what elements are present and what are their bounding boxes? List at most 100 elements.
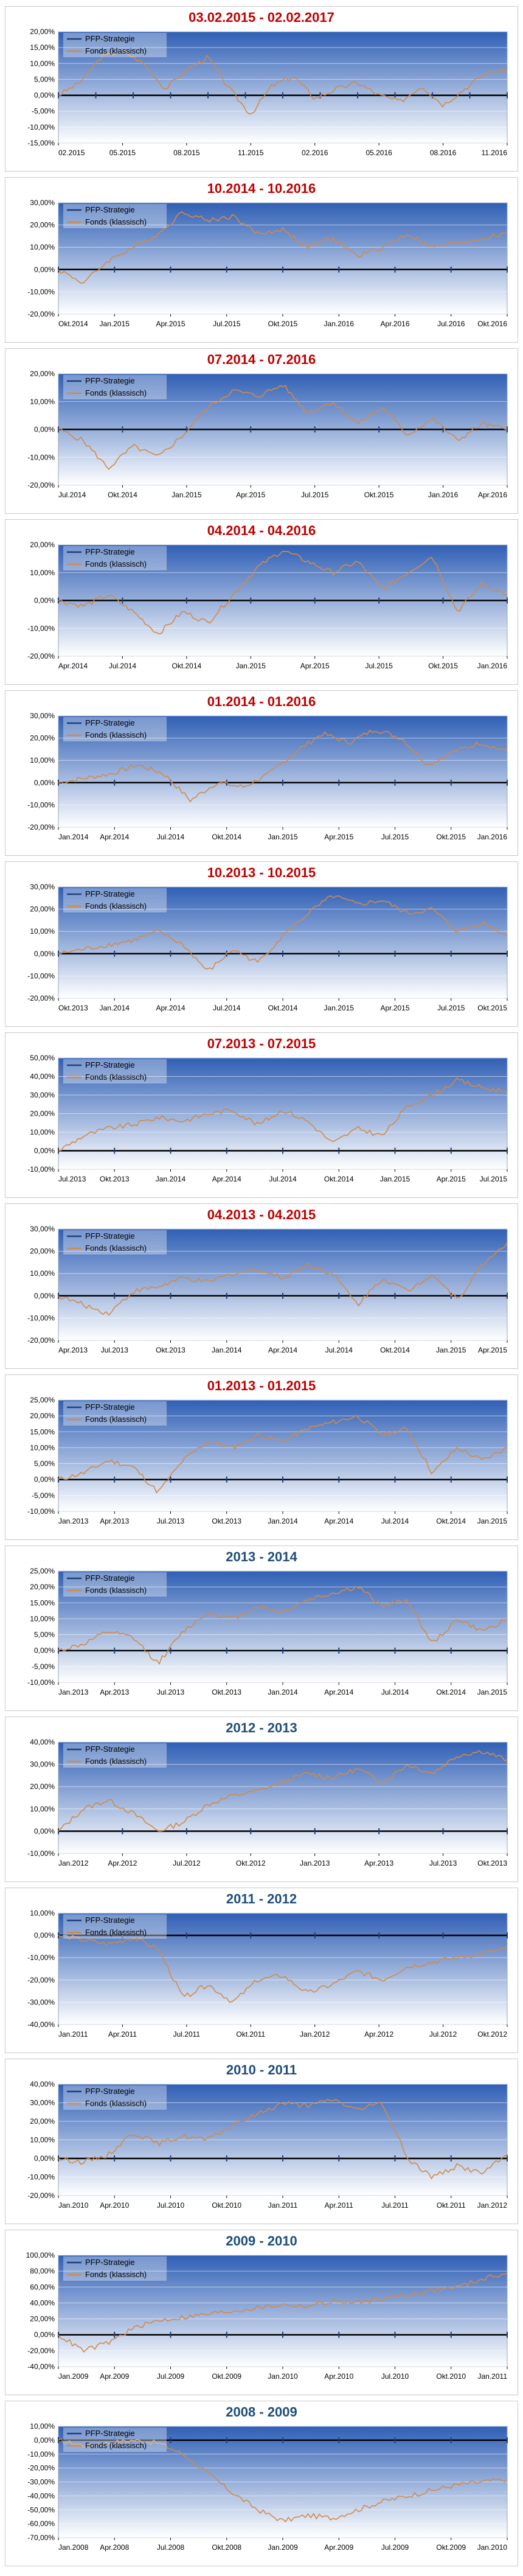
x-tick-label: Apr.2012 [108, 1859, 137, 1867]
x-tick-label: Apr.2012 [364, 2030, 393, 2039]
y-tick-label: 80,00% [30, 2267, 55, 2275]
y-tick-label: -5,00% [32, 1491, 55, 1500]
y-tick-label: 40,00% [30, 1073, 55, 1081]
x-tick-label: Jul.2014 [269, 1175, 297, 1183]
x-tick-label: Okt.2013 [156, 1346, 185, 1354]
line-chart: 25,00% 20,00% 15,00% 10,00% 5,00% 0,00% -5,00%… [27, 1567, 508, 1696]
legend-pfp-label: PFP-Strategie [85, 889, 135, 898]
x-tick-label: Jul.2016 [437, 320, 465, 328]
x-tick-label: Okt.2014 [58, 320, 88, 328]
x-tick-label: Okt.2015 [477, 1004, 507, 1012]
chart-panel: 10.2014 - 10.2016 30,00% 20,00% 10,00% 0,00%… [5, 177, 518, 343]
x-tick-label: Jan.2016 [477, 833, 508, 841]
y-tick-label: 20,00% [30, 905, 55, 914]
x-tick-label: Jan.2009 [268, 2543, 298, 2552]
y-tick-label: -20,00% [27, 2191, 55, 2200]
y-tick-label: -10,00% [27, 624, 55, 632]
y-tick-label: 10,00% [30, 756, 55, 765]
x-tick-label: Jan.2012 [300, 2030, 330, 2039]
line-chart: 50,00% 40,00% 30,00% 20,00% 10,00% 0,00% -10,0… [27, 1054, 508, 1183]
x-tick-label: Jul.2014 [213, 1004, 241, 1012]
line-chart: 10,00% 0,00% -10,00% -20,00% -30,00% -40,00% -… [27, 2422, 508, 2552]
x-tick-label: Jul.2011 [173, 2030, 201, 2039]
y-tick-label: -10,00% [27, 287, 55, 296]
legend: PFP-Strategie Fonds (klassisch) [63, 1230, 167, 1255]
plot-area [58, 886, 508, 999]
chart-title: 04.2013 - 04.2015 [207, 1207, 316, 1222]
legend-fonds-label: Fonds (klassisch) [85, 46, 147, 55]
chart-title: 2013 - 2014 [226, 1549, 297, 1564]
plot-area [58, 1741, 508, 1854]
x-tick-label: Apr.2015 [380, 1004, 409, 1012]
legend: PFP-Strategie Fonds (klassisch) [63, 2256, 167, 2281]
y-tick-label: 20,00% [30, 1247, 55, 1256]
y-tick-label: 30,00% [30, 1091, 55, 1099]
fonds-klassisch-line [58, 49, 508, 115]
legend-fonds-label: Fonds (klassisch) [85, 1586, 147, 1595]
x-tick-label: Apr.2014 [268, 1346, 297, 1354]
y-tick-label: -10,00% [27, 1314, 55, 1322]
y-tick-label: 40,00% [30, 1738, 55, 1746]
legend: PFP-Strategie Fonds (klassisch) [63, 2085, 167, 2110]
x-tick-label: Jul.2013 [157, 1517, 185, 1525]
fonds-klassisch-line [58, 385, 508, 471]
y-tick-label: 0,00% [34, 2154, 55, 2163]
y-tick-label: 20,00% [30, 221, 55, 229]
y-tick-label: 10,00% [30, 1614, 55, 1623]
x-tick-label: Jan.2015 [100, 320, 130, 328]
y-tick-label: -30,00% [27, 1998, 55, 2006]
y-tick-label: 15,00% [30, 1598, 55, 1607]
legend-box [63, 1914, 167, 1939]
y-tick-label: -20,00% [27, 2464, 55, 2473]
y-tick-label: -15,00% [27, 139, 55, 147]
y-tick-label: -10,00% [27, 1849, 55, 1858]
x-tick-label: Okt.2010 [212, 2201, 241, 2210]
chart-panel: 07.2013 - 07.2015 50,00% 40,00% 30,00% 20,00… [5, 1032, 518, 1198]
y-tick-label: 20,00% [30, 541, 55, 549]
x-tick-label: Okt.2014 [436, 1688, 466, 1696]
y-tick-label: 0,00% [34, 597, 55, 605]
chart-panel: 2012 - 2013 40,00% 30,00% 20,00% 10,00% 0,00%… [5, 1717, 518, 1882]
fonds-klassisch-line [58, 2099, 508, 2180]
y-tick-label: 0,00% [34, 2436, 55, 2445]
legend: PFP-Strategie Fonds (klassisch) [63, 204, 167, 228]
x-tick-label: Okt.2014 [212, 833, 241, 841]
x-tick-label: Apr.2013 [100, 1688, 129, 1696]
y-tick-label: 15,00% [30, 43, 55, 52]
y-tick-label: 10,00% [30, 1805, 55, 1813]
y-tick-label: -10,00% [27, 453, 55, 461]
x-tick-label: 02.2015 [58, 149, 85, 157]
legend-pfp-label: PFP-Strategie [85, 2258, 135, 2267]
x-tick-label: Apr.2010 [324, 2372, 353, 2381]
y-tick-label: 100,00% [26, 2251, 55, 2259]
x-tick-label: Jan.2011 [268, 2201, 298, 2210]
x-tick-label: Okt.2015 [436, 833, 466, 841]
x-tick-label: Okt.2015 [268, 320, 298, 328]
y-tick-label: 10,00% [30, 1269, 55, 1278]
y-tick-label: 20,00% [30, 1782, 55, 1791]
legend-box [63, 2085, 167, 2110]
line-chart: 40,00% 30,00% 20,00% 10,00% 0,00% -10,00% -20,… [27, 2080, 508, 2210]
y-tick-label: 25,00% [30, 1396, 55, 1404]
x-tick-label: Apr.2015 [437, 1175, 466, 1183]
x-tick-label: Jan.2011 [58, 2030, 88, 2039]
y-tick-label: 20,00% [30, 1412, 55, 1420]
x-tick-label: Apr.2013 [100, 1517, 129, 1525]
x-tick-label: Jul.2010 [157, 2201, 185, 2210]
y-tick-label: 10,00% [30, 569, 55, 577]
x-tick-label: 08.2015 [173, 149, 200, 157]
plot-area [58, 202, 508, 315]
x-tick-label: Okt.2009 [212, 2372, 241, 2381]
legend-pfp-label: PFP-Strategie [85, 547, 135, 556]
x-tick-label: Okt.2015 [428, 662, 458, 670]
legend-box [63, 1230, 167, 1255]
x-tick-label: Apr.2014 [324, 1517, 353, 1525]
x-tick-label: Jul.2012 [429, 2030, 457, 2039]
x-tick-label: Apr.2015 [236, 491, 265, 499]
x-tick-label: Jan.2015 [324, 1004, 355, 1012]
x-tick-label: Okt.2014 [268, 1004, 298, 1012]
chart-panel: 2008 - 2009 10,00% 0,00% -10,00% -20,00% -30,… [5, 2401, 518, 2566]
y-tick-label: -70,00% [27, 2533, 55, 2542]
legend-pfp-label: PFP-Strategie [85, 2429, 135, 2438]
